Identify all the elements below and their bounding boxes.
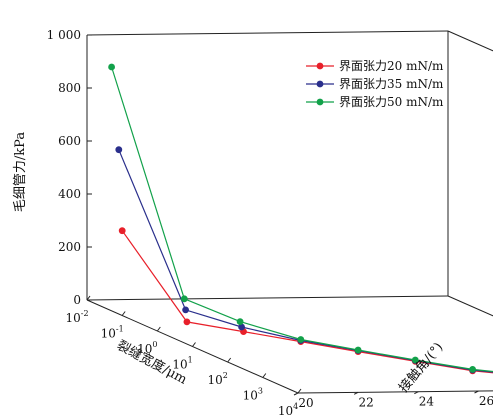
x-tick-mark: [121, 311, 126, 316]
data-point: [180, 295, 188, 303]
legend-marker: [316, 98, 324, 106]
z-tick-label: 600: [58, 134, 81, 148]
z-tick-label: 200: [58, 240, 81, 254]
y-tick-label: 20: [298, 396, 313, 410]
x-tick-mark: [86, 295, 91, 301]
y-axis-ticks: 20222426283032: [293, 390, 493, 410]
top-back-edge: [86, 30, 449, 36]
legend-marker: [316, 80, 324, 88]
x-tick-mark: [227, 357, 232, 363]
data-point: [411, 356, 419, 364]
data-point: [182, 306, 190, 314]
data-point: [236, 318, 244, 325]
back-floor-edge: [86, 295, 449, 301]
z-axis-ticks: 0 200 400 600 800 1 000: [47, 28, 92, 307]
legend: 界面张力20 mN/m 界面张力35 mN/m 界面张力50 mN/m: [306, 59, 444, 109]
data-point: [354, 346, 362, 354]
x-tick-label: 10-2: [65, 309, 88, 325]
x-tick-mark: [297, 388, 302, 394]
legend-entry: 界面张力35 mN/m: [339, 77, 444, 91]
top-right-edge: [447, 30, 493, 52]
x-tick-label: 104: [278, 402, 298, 418]
series-layer: [108, 63, 493, 375]
data-point: [297, 336, 305, 343]
x-tick-mark: [192, 342, 196, 347]
x-axis-ticks: 10-2 10-1 100 101 102 103 104: [65, 295, 302, 418]
data-point: [118, 227, 126, 235]
x-tick-label: 10-1: [101, 325, 124, 341]
x-tick-mark: [262, 373, 267, 378]
y-tick-label: 26: [479, 394, 493, 408]
y-tick-mark: [414, 391, 419, 395]
z-tick-label: 800: [58, 81, 81, 95]
data-point: [238, 323, 246, 331]
x-tick-label: 100: [137, 340, 157, 356]
y-tick-mark: [474, 390, 479, 394]
legend-marker: [316, 62, 324, 70]
y-tick-mark: [353, 391, 359, 395]
z-tick-label: 0: [73, 293, 81, 307]
data-point: [469, 366, 476, 373]
x-tick-label: 102: [207, 371, 227, 387]
data-point: [115, 146, 123, 154]
legend-entry: 界面张力20 mN/m: [339, 59, 444, 73]
z-tick-label: 1 000: [47, 28, 81, 42]
x-tick-mark: [156, 326, 161, 332]
y-tick-label: 22: [359, 395, 374, 409]
x-tick-label: 101: [172, 356, 192, 372]
legend-entry: 界面张力50 mN/m: [339, 95, 444, 109]
y-axis-line: [297, 390, 493, 394]
y-tick-label: 24: [419, 395, 435, 409]
right-floor-edge: [447, 295, 493, 317]
y-tick-mark: [293, 392, 299, 396]
data-point: [183, 318, 191, 326]
data-point: [108, 63, 115, 71]
z-axis-label: 毛细管力/kPa: [13, 132, 28, 212]
y-axis-label: 接触角/(°): [396, 339, 447, 395]
x-tick-label: 103: [243, 387, 263, 403]
z-tick-label: 400: [58, 187, 81, 201]
